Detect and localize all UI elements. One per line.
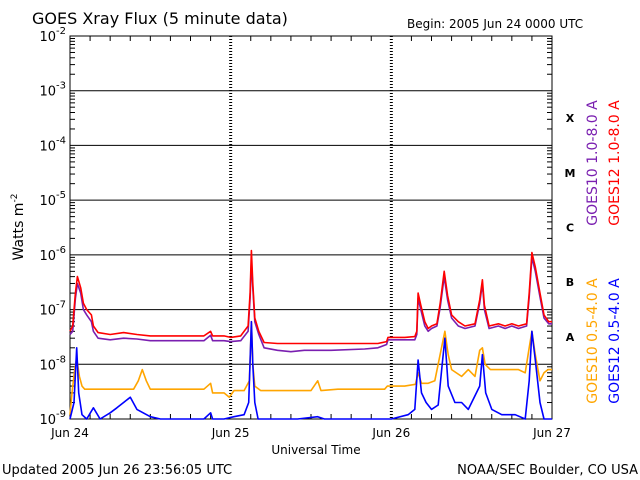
flare-class-x: X — [566, 112, 575, 125]
flare-class-m: M — [565, 167, 576, 180]
plot-area — [69, 35, 553, 420]
y-tick-label: 10-9 — [39, 409, 66, 428]
x-tick-label: Jun 27 — [532, 426, 571, 440]
flare-class-labels: A B C M X — [565, 112, 576, 344]
credit-label: NOAA/SEC Boulder, CO USA — [457, 463, 638, 478]
flare-class-b: B — [566, 276, 574, 289]
y-tick-base: 10 — [39, 139, 56, 154]
flare-class-c: C — [566, 222, 574, 235]
x-axis-label: Universal Time — [271, 443, 360, 457]
y-axis-label: Watts m-2 — [10, 194, 27, 261]
y-tick-base: 10 — [39, 85, 56, 100]
x-tick-label: Jun 25 — [211, 426, 250, 440]
legend-goes10-0-5-4-0-a: GOES10 0.5-4.0 A — [585, 278, 601, 404]
y-tick-base: 10 — [39, 194, 56, 209]
y-tick-label: 10-5 — [39, 190, 66, 209]
x-tick-label: Jun 24 — [50, 426, 89, 440]
y-tick-label: 10-2 — [39, 26, 66, 45]
x-tick-label: Jun 26 — [371, 426, 410, 440]
legend: GOES10 1.0-8.0 A GOES12 1.0-8.0 A GOES10 0… — [585, 100, 623, 404]
y-tick-exponent: -9 — [56, 409, 66, 420]
y-tick-label: 10-6 — [39, 245, 66, 264]
series-goes12-0-5-4-0-a — [69, 320, 552, 420]
y-tick-exponent: -5 — [56, 190, 66, 201]
y-tick-exponent: -4 — [56, 135, 66, 146]
legend-goes12-0-5-4-0-a: GOES12 0.5-4.0 A — [607, 278, 623, 404]
y-tick-exponent: -3 — [56, 81, 66, 92]
x-tick-labels: Jun 24 Jun 25 Jun 26 Jun 27 — [50, 426, 571, 440]
y-tick-exponent: -8 — [56, 354, 66, 365]
series-goes10-1-0-8-0-a — [69, 256, 552, 353]
legend-goes10-1-0-8-0-a: GOES10 1.0-8.0 A — [585, 100, 601, 226]
begin-time-label: Begin: 2005 Jun 24 0000 UTC — [407, 17, 583, 31]
y-tick-base: 10 — [39, 30, 56, 45]
data-series — [69, 249, 552, 420]
axis-ticks — [70, 36, 552, 419]
y-tick-label: 10-8 — [39, 354, 66, 373]
legend-goes12-1-0-8-0-a: GOES12 1.0-8.0 A — [607, 100, 623, 226]
y-tick-exponent: -2 — [56, 26, 66, 37]
gridlines — [70, 36, 552, 419]
y-axis-label-exponent: -2 — [10, 194, 20, 203]
y-tick-label: 10-7 — [39, 300, 66, 319]
y-axis-label-text: Watts m — [11, 203, 27, 261]
series-goes10-0-5-4-0-a — [69, 320, 552, 415]
y-tick-labels: 10-910-810-710-610-510-410-310-2 — [39, 26, 66, 428]
y-tick-label: 10-3 — [39, 81, 66, 100]
y-tick-exponent: -6 — [56, 245, 66, 256]
y-tick-base: 10 — [39, 249, 56, 264]
chart-title: GOES Xray Flux (5 minute data) — [32, 9, 288, 28]
y-tick-base: 10 — [39, 304, 56, 319]
y-tick-label: 10-4 — [39, 135, 66, 154]
series-goes12-1-0-8-0-a — [69, 249, 552, 345]
y-tick-base: 10 — [39, 413, 56, 428]
y-tick-exponent: -7 — [56, 300, 66, 311]
y-tick-base: 10 — [39, 358, 56, 373]
updated-timestamp: Updated 2005 Jun 26 23:56:05 UTC — [2, 463, 232, 478]
flare-class-a: A — [566, 331, 575, 344]
